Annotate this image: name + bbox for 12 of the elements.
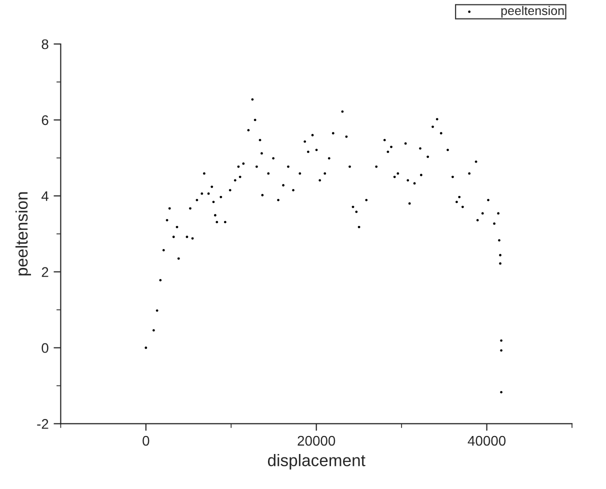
x-axis-title: displacement [268, 454, 366, 470]
text: peeltension [501, 6, 564, 18]
y-tick-label: 6 [42, 115, 48, 126]
x-tick-label: 40000 [468, 436, 506, 446]
y-tick-label: 0 [42, 343, 48, 353]
x-tick-label: 20000 [298, 436, 336, 446]
x-tick-label: 0 [142, 436, 150, 446]
y-tick-label: 2 [42, 267, 48, 277]
y-tick-label: 8 [42, 39, 48, 50]
y-tick-label: -2 [37, 419, 48, 429]
y-tick-label: 4 [41, 191, 48, 201]
y-axis-title: peeltension [15, 192, 31, 276]
